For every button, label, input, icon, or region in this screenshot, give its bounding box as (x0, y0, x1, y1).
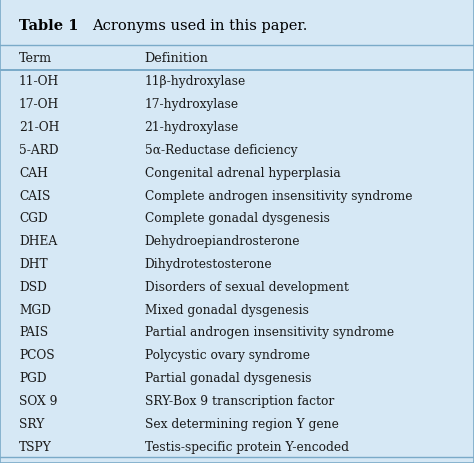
Text: DHEA: DHEA (19, 235, 57, 248)
Text: 5-ARD: 5-ARD (19, 144, 59, 156)
Text: Complete androgen insensitivity syndrome: Complete androgen insensitivity syndrome (145, 189, 412, 202)
Text: SOX 9: SOX 9 (19, 394, 57, 407)
Text: 21-hydroxylase: 21-hydroxylase (145, 121, 239, 134)
Text: 17-hydroxylase: 17-hydroxylase (145, 98, 239, 111)
Text: PGD: PGD (19, 371, 46, 384)
Text: TSPY: TSPY (19, 439, 52, 452)
Text: 21-OH: 21-OH (19, 121, 59, 134)
Text: SRY-Box 9 transcription factor: SRY-Box 9 transcription factor (145, 394, 334, 407)
Text: PAIS: PAIS (19, 326, 48, 339)
Text: 11β-hydroxylase: 11β-hydroxylase (145, 75, 246, 88)
Text: Sex determining region Y gene: Sex determining region Y gene (145, 417, 338, 430)
Text: 11-OH: 11-OH (19, 75, 59, 88)
Text: Complete gonadal dysgenesis: Complete gonadal dysgenesis (145, 212, 329, 225)
Text: Mixed gonadal dysgenesis: Mixed gonadal dysgenesis (145, 303, 309, 316)
Text: DHT: DHT (19, 257, 47, 270)
Text: CGD: CGD (19, 212, 48, 225)
Text: Polycystic ovary syndrome: Polycystic ovary syndrome (145, 349, 310, 362)
Text: CAH: CAH (19, 166, 48, 179)
Text: Definition: Definition (145, 52, 209, 65)
Text: Acronyms used in this paper.: Acronyms used in this paper. (92, 19, 308, 33)
Text: PCOS: PCOS (19, 349, 55, 362)
Text: Partial gonadal dysgenesis: Partial gonadal dysgenesis (145, 371, 311, 384)
Text: Term: Term (19, 52, 52, 65)
Text: Congenital adrenal hyperplasia: Congenital adrenal hyperplasia (145, 166, 340, 179)
Text: Table 1: Table 1 (19, 19, 79, 33)
Text: Dihydrotestosterone: Dihydrotestosterone (145, 257, 272, 270)
Text: 5α-Reductase deficiency: 5α-Reductase deficiency (145, 144, 297, 156)
Text: DSD: DSD (19, 280, 47, 293)
Text: Disorders of sexual development: Disorders of sexual development (145, 280, 348, 293)
Text: CAIS: CAIS (19, 189, 50, 202)
Text: 17-OH: 17-OH (19, 98, 59, 111)
Text: MGD: MGD (19, 303, 51, 316)
Text: Testis-specific protein Y-encoded: Testis-specific protein Y-encoded (145, 439, 348, 452)
Text: Partial androgen insensitivity syndrome: Partial androgen insensitivity syndrome (145, 326, 394, 339)
Text: Dehydroepiandrosterone: Dehydroepiandrosterone (145, 235, 300, 248)
Text: SRY: SRY (19, 417, 45, 430)
